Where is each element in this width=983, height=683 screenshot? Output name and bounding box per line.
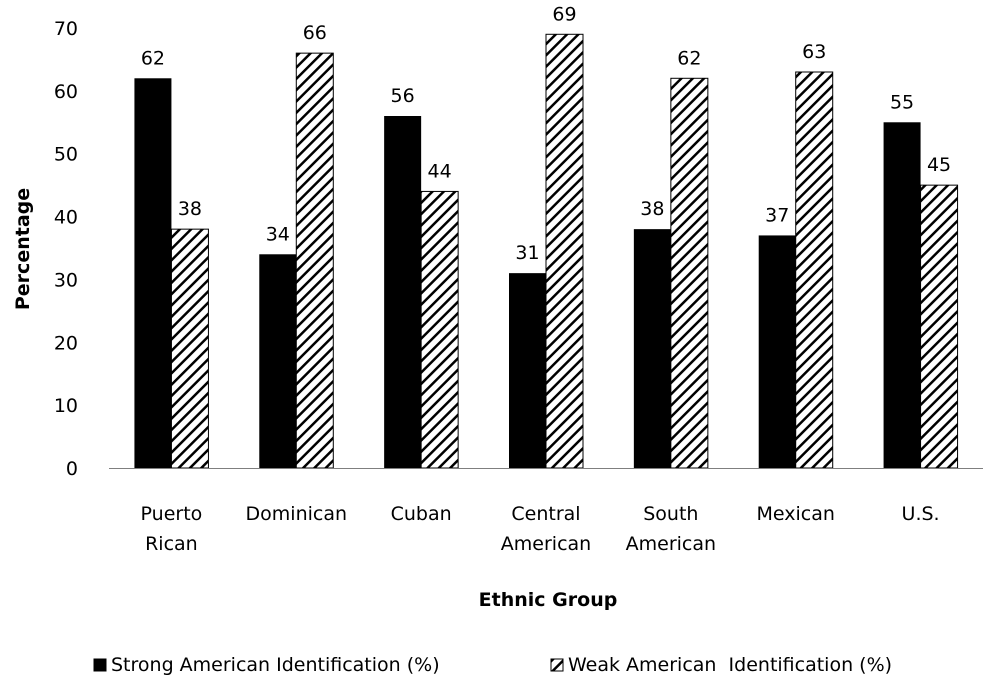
bar-strong [633, 229, 671, 468]
bar-weak [795, 71, 834, 469]
bar-strong [384, 116, 422, 468]
y-tick-label: 40 [54, 207, 78, 229]
x-tick-label: South [643, 503, 698, 525]
bar-strong [259, 254, 297, 468]
data-label: 62 [141, 47, 165, 69]
y-axis-title: Percentage [12, 188, 34, 310]
x-tick-label: Dominican [246, 503, 348, 525]
bar-strong [883, 122, 921, 469]
bar-strong [509, 273, 546, 468]
bars-group [134, 33, 959, 469]
bar-weak [420, 190, 459, 469]
bar-weak [920, 184, 959, 469]
data-label: 69 [552, 3, 576, 25]
legend-label-weak: Weak American Identification (%) [568, 654, 892, 676]
x-tick-label: Central [511, 503, 580, 525]
data-label: 45 [927, 154, 951, 176]
x-tick-label: Mexican [757, 503, 835, 525]
data-label: 55 [890, 91, 914, 113]
y-tick-label: 0 [66, 458, 78, 480]
bar-weak [170, 228, 209, 469]
x-axis-title: Ethnic Group [479, 589, 618, 611]
y-tick-label: 60 [54, 81, 78, 103]
x-tick-label: Cuban [391, 503, 452, 525]
x-tick-label: American [626, 533, 716, 555]
data-label: 38 [178, 198, 202, 220]
y-tick-label: 30 [54, 269, 78, 291]
bar-weak [545, 33, 584, 469]
bar-weak [670, 77, 709, 469]
x-tick-label: U.S. [902, 503, 940, 525]
y-tick-label: 70 [54, 18, 78, 40]
data-label: 63 [802, 41, 826, 63]
data-label: 34 [266, 223, 290, 245]
x-tick-label: Puerto [141, 503, 203, 525]
legend-swatch-weak [550, 658, 564, 672]
y-axis: 0 10 20 30 40 50 60 70 [54, 18, 78, 480]
bar-weak [295, 52, 334, 469]
data-label: 62 [677, 47, 701, 69]
x-tick-label: Rican [145, 533, 198, 555]
bar-strong [134, 78, 172, 469]
data-label: 66 [303, 22, 327, 44]
legend: Strong American Identification (%) Weak A… [93, 654, 892, 676]
y-tick-label: 50 [54, 144, 78, 166]
data-label: 31 [515, 242, 539, 264]
data-label: 56 [391, 85, 415, 107]
data-label: 38 [640, 198, 664, 220]
legend-swatch-strong [93, 658, 107, 672]
bar-strong [758, 235, 796, 468]
data-label: 37 [765, 204, 789, 226]
data-labels-group: 62 34 56 31 38 37 55 38 66 44 69 62 63 45 [141, 3, 951, 264]
y-tick-label: 20 [54, 332, 78, 354]
legend-label-strong: Strong American Identification (%) [111, 654, 440, 676]
x-tick-label: American [501, 533, 591, 555]
y-tick-label: 10 [54, 395, 78, 417]
data-label: 44 [428, 160, 452, 182]
x-axis: Puerto Rican Dominican Cuban Central American… [109, 468, 983, 555]
